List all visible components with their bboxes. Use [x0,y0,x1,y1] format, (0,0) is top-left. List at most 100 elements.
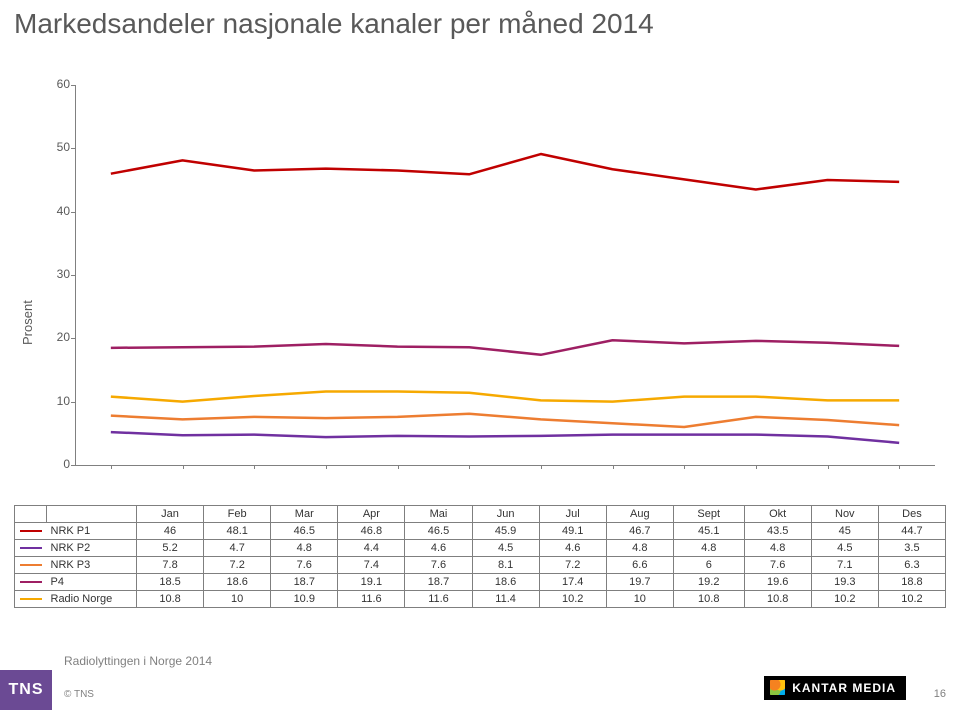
table-cell: 18.5 [137,574,204,591]
table-header-cell: Nov [811,506,878,523]
table-cell: 7.6 [405,557,472,574]
table-row: P418.518.618.719.118.718.617.419.719.219… [15,574,946,591]
table-cell: 10.8 [137,591,204,608]
table-cell: 5.2 [137,540,204,557]
x-axis-line [75,465,935,466]
series-name-cell: Radio Norge [47,591,137,608]
table-header-cell: Mai [405,506,472,523]
table-header-cell: Okt [744,506,811,523]
table-cell: 4.8 [673,540,744,557]
table-row: NRK P14648.146.546.846.545.949.146.745.1… [15,523,946,540]
table-cell: 7.6 [271,557,338,574]
page-number: 16 [934,688,946,700]
table-cell: 10.2 [878,591,945,608]
series-line [111,340,899,355]
table-cell: 46.7 [606,523,673,540]
table-cell: 18.7 [271,574,338,591]
series-name-cell: NRK P3 [47,557,137,574]
table-cell: 45.9 [472,523,539,540]
table-cell: 4.7 [204,540,271,557]
legend-swatch [20,564,42,567]
table-cell: 19.1 [338,574,405,591]
table-header-cell: Sept [673,506,744,523]
table-cell: 48.1 [204,523,271,540]
table-cell: 10 [204,591,271,608]
table-cell: 11.4 [472,591,539,608]
data-table: JanFebMarAprMaiJunJulAugSeptOktNovDesNRK… [14,505,946,608]
y-tick-label: 0 [46,457,70,471]
series-name-cell: NRK P1 [47,523,137,540]
table-cell: 4.4 [338,540,405,557]
table-row: NRK P37.87.27.67.47.68.17.26.667.67.16.3 [15,557,946,574]
table-cell: 7.2 [539,557,606,574]
table-header-cell: Des [878,506,945,523]
table-cell: 46.8 [338,523,405,540]
table-cell: 18.6 [472,574,539,591]
table-cell [15,506,47,523]
table-cell: 45 [811,523,878,540]
copyright: © TNS [64,689,94,700]
table-cell: 10.8 [744,591,811,608]
table-row: Radio Norge10.81010.911.611.611.410.2101… [15,591,946,608]
table-cell: 18.7 [405,574,472,591]
table-cell: 4.5 [811,540,878,557]
series-line [111,154,899,189]
y-tick-label: 50 [46,140,70,154]
legend-swatch [20,581,42,584]
table-cell: 17.4 [539,574,606,591]
table-header-cell: Feb [204,506,271,523]
table-cell: 46.5 [405,523,472,540]
table-header-cell: Jun [472,506,539,523]
legend-swatch-cell [15,591,47,608]
table-header-cell: Jan [137,506,204,523]
table-cell: 4.8 [606,540,673,557]
series-line [111,392,899,402]
table-cell: 4.5 [472,540,539,557]
line-chart: Prosent 0102030405060 [40,85,940,505]
table-header-cell: Apr [338,506,405,523]
y-axis-label: Prosent [20,300,35,345]
table-cell: 3.5 [878,540,945,557]
table-cell [47,506,137,523]
table-cell: 19.6 [744,574,811,591]
y-tick-label: 10 [46,394,70,408]
table-cell: 8.1 [472,557,539,574]
table-row: NRK P25.24.74.84.44.64.54.64.84.84.84.53… [15,540,946,557]
table-cell: 10.9 [271,591,338,608]
table-cell: 6 [673,557,744,574]
table-cell: 6.6 [606,557,673,574]
table-cell: 7.6 [744,557,811,574]
kantar-logo: KANTAR MEDIA [764,676,906,700]
table-cell: 45.1 [673,523,744,540]
y-tick-label: 40 [46,204,70,218]
table-cell: 44.7 [878,523,945,540]
table-cell: 18.8 [878,574,945,591]
plot-area [75,85,935,465]
table-cell: 10.2 [811,591,878,608]
footer: TNS Radiolyttingen i Norge 2014 © TNS KA… [0,662,960,710]
series-name-cell: P4 [47,574,137,591]
legend-swatch-cell [15,557,47,574]
legend-swatch [20,598,42,601]
table-cell: 49.1 [539,523,606,540]
table-cell: 19.2 [673,574,744,591]
table-cell: 4.6 [405,540,472,557]
table-cell: 4.8 [744,540,811,557]
table-cell: 19.3 [811,574,878,591]
y-tick-label: 60 [46,77,70,91]
table-cell: 10 [606,591,673,608]
table-cell: 7.8 [137,557,204,574]
table-header-cell: Aug [606,506,673,523]
page-title: Markedsandeler nasjonale kanaler per mån… [14,8,654,40]
y-tick-label: 20 [46,330,70,344]
table-cell: 19.7 [606,574,673,591]
legend-swatch [20,530,42,533]
footer-subtitle: Radiolyttingen i Norge 2014 [64,654,212,668]
tns-logo: TNS [0,670,52,710]
legend-swatch-cell [15,574,47,591]
table-cell: 11.6 [405,591,472,608]
table-header-cell: Jul [539,506,606,523]
legend-swatch-cell [15,540,47,557]
table-cell: 4.6 [539,540,606,557]
table-cell: 10.2 [539,591,606,608]
